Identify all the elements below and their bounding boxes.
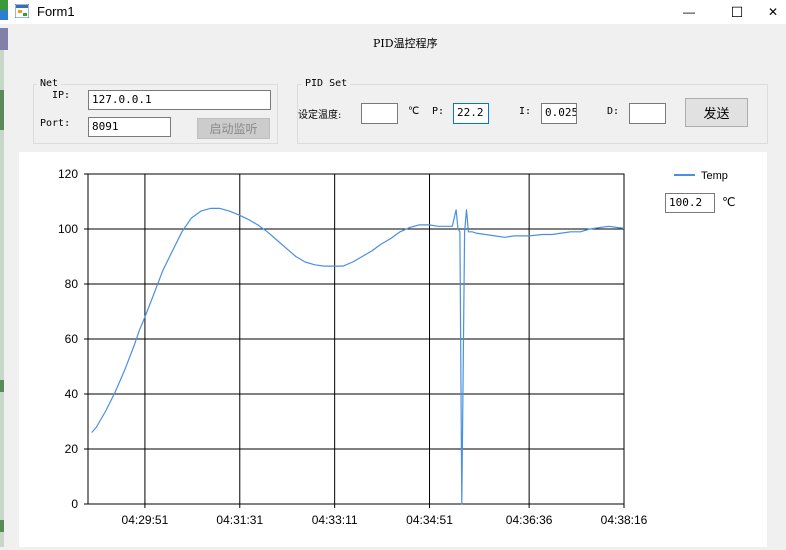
port-label: Port: bbox=[40, 118, 71, 129]
app-icon bbox=[14, 3, 30, 19]
temperature-readout[interactable]: 100.2 bbox=[665, 193, 715, 213]
x-tick-label: 04:33:11 bbox=[312, 513, 358, 527]
minimize-icon: — bbox=[683, 5, 695, 19]
maximize-icon: ☐ bbox=[730, 3, 744, 20]
p-input[interactable]: 22.2 bbox=[453, 103, 489, 124]
y-tick-label: 100 bbox=[58, 222, 78, 236]
p-label: P: bbox=[432, 106, 445, 117]
ip-input[interactable]: 127.0.0.1 bbox=[88, 90, 271, 110]
page-title: PID温控程序 bbox=[373, 37, 438, 50]
ip-label: IP: bbox=[52, 90, 71, 101]
title-bar bbox=[0, 0, 786, 24]
close-button[interactable]: ✕ bbox=[760, 0, 786, 24]
d-label: D: bbox=[607, 106, 620, 117]
x-tick-label: 04:31:31 bbox=[216, 513, 263, 527]
background-window-strip bbox=[0, 0, 10, 547]
i-input[interactable]: 0.025 bbox=[541, 103, 577, 124]
form-icon bbox=[14, 3, 30, 19]
set-temp-unit: ℃ bbox=[408, 106, 420, 117]
pid-group bbox=[297, 84, 768, 144]
temperature-chart: 0 20 40 60 80 100 120 04:29:51 04:31:31 04:33:11 0… bbox=[58, 167, 728, 527]
set-temp-input[interactable] bbox=[361, 103, 398, 124]
x-tick-label: 04:36:36 bbox=[506, 513, 553, 527]
y-tick-label: 120 bbox=[58, 167, 78, 181]
x-tick-label: 04:34:51 bbox=[406, 513, 453, 527]
x-tick-label: 04:29:51 bbox=[122, 513, 169, 527]
d-input[interactable] bbox=[629, 103, 666, 124]
start-listen-button[interactable]: 启动监听 bbox=[197, 118, 270, 139]
close-icon: ✕ bbox=[767, 5, 779, 19]
net-group-title: Net bbox=[37, 78, 62, 89]
minimize-button[interactable]: — bbox=[666, 0, 712, 24]
port-input[interactable]: 8091 bbox=[88, 117, 171, 137]
pid-group-title: PID Set bbox=[302, 78, 351, 89]
window-title: Form1 bbox=[37, 4, 75, 19]
chart-panel: 0 20 40 60 80 100 120 04:29:51 04:31:31 04:33:11 0… bbox=[19, 152, 767, 547]
readout-unit: ℃ bbox=[722, 195, 736, 209]
y-tick-label: 60 bbox=[65, 332, 79, 346]
y-tick-label: 20 bbox=[65, 442, 79, 456]
x-tick-label: 04:38:16 bbox=[601, 513, 648, 527]
maximize-button[interactable]: ☐ bbox=[714, 0, 760, 24]
net-group bbox=[33, 84, 278, 144]
send-button[interactable]: 发送 bbox=[685, 98, 748, 127]
y-tick-label: 40 bbox=[65, 387, 79, 401]
y-tick-label: 0 bbox=[71, 497, 78, 511]
set-temp-label: 设定温度: bbox=[298, 110, 342, 121]
background-window-graphic bbox=[0, 0, 8, 547]
legend-label: Temp bbox=[701, 170, 728, 182]
y-tick-label: 80 bbox=[65, 277, 79, 291]
series-line-temp bbox=[91, 207, 625, 505]
i-label: I: bbox=[519, 106, 532, 117]
